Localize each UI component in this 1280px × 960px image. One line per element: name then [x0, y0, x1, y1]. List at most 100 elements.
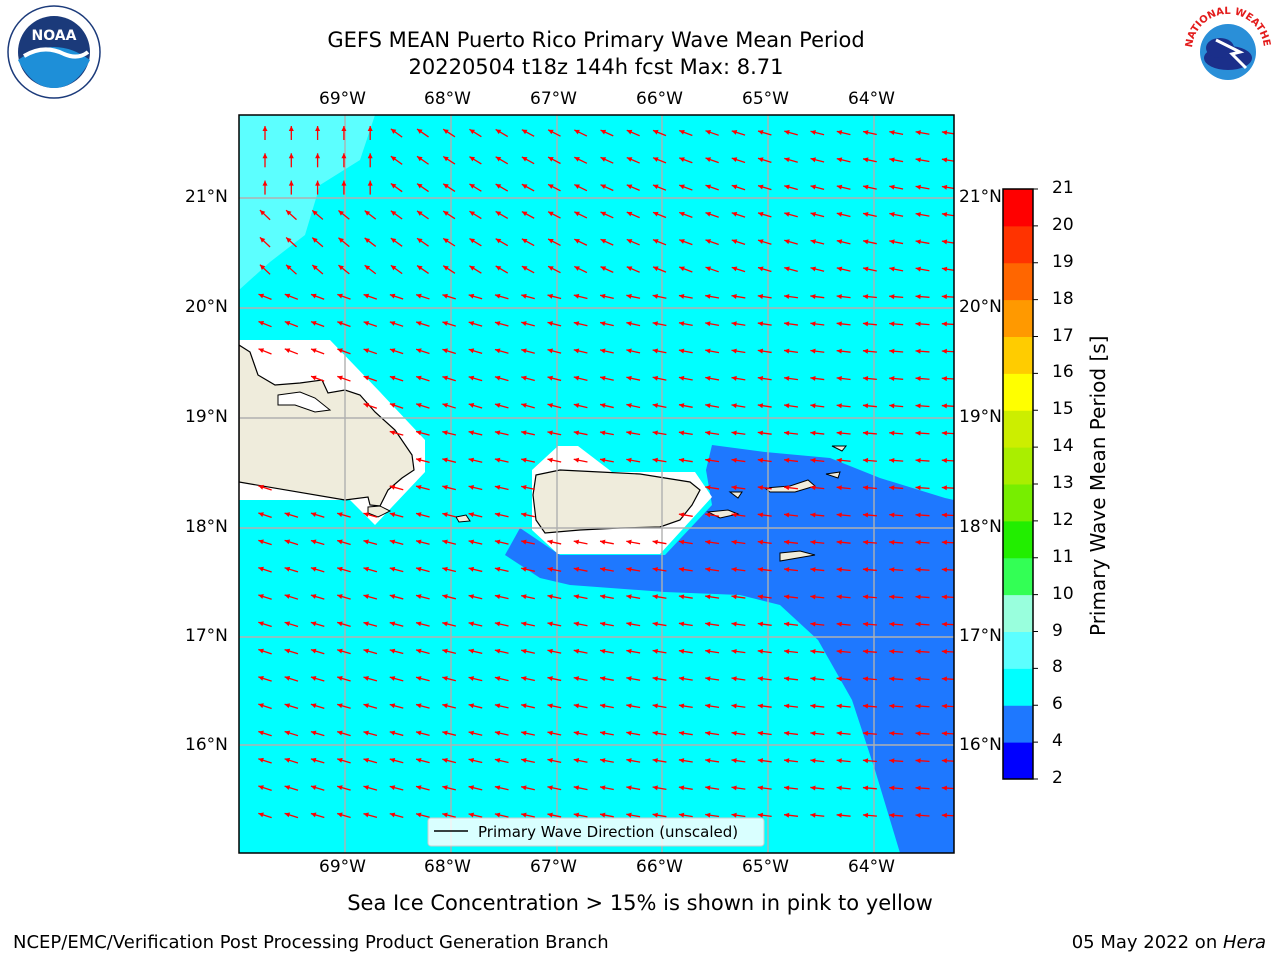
wave-vector-head	[337, 703, 343, 709]
wave-vector-head	[600, 703, 606, 709]
wave-vector-head	[288, 153, 294, 159]
wave-vector-head	[258, 539, 264, 545]
wave-vector-head	[941, 184, 948, 190]
wave-vector-head	[626, 375, 632, 381]
wave-vector-head	[494, 566, 501, 572]
wave-vector-head	[468, 485, 475, 490]
wave-vector-head	[915, 676, 921, 682]
wave-vector-head	[784, 621, 790, 627]
wave-vector-head	[600, 293, 606, 299]
colorbar-tick-label: 4	[1052, 731, 1063, 752]
wave-vector-head	[941, 649, 947, 655]
wave-vector-head	[836, 130, 843, 135]
wave-vector-head	[262, 126, 268, 131]
footer-date: 05 May 2022 on Hera	[1072, 932, 1266, 953]
wave-vector-head	[284, 676, 291, 681]
wave-vector-head	[757, 567, 764, 573]
wave-vector-head	[600, 539, 606, 545]
wave-vector-head	[416, 648, 422, 654]
wave-vector-head	[389, 402, 396, 408]
colorbar-segment	[1003, 299, 1033, 337]
wave-vector-head	[705, 239, 712, 244]
wave-vector-head	[416, 321, 422, 326]
wave-vector-head	[862, 730, 869, 736]
wave-vector-head	[363, 566, 369, 572]
wave-vector-head	[573, 621, 580, 627]
wave-vector-head	[810, 594, 816, 600]
wave-vector-head	[810, 785, 816, 791]
lat-label-left-20n: 20°N	[185, 297, 228, 317]
wave-vector-head	[784, 157, 790, 163]
wave-vector-head	[705, 430, 711, 436]
wave-vector-head	[836, 703, 842, 709]
wave-vector-head	[652, 703, 658, 709]
colorbar-tick-label: 6	[1052, 694, 1063, 715]
wave-vector-head	[810, 758, 816, 764]
wave-vector-head	[836, 730, 842, 736]
wave-vector-head	[731, 621, 737, 627]
vector-legend-text: Primary Wave Direction (unscaled)	[478, 823, 738, 841]
wave-vector-head	[442, 676, 448, 681]
hispaniola-land	[239, 344, 415, 507]
wave-direction-vectors	[258, 126, 954, 819]
colorbar-tick-label: 9	[1052, 620, 1063, 641]
wave-vector-head	[705, 129, 712, 135]
wave-vector-head	[547, 430, 553, 436]
wave-period-8to9-region	[239, 115, 375, 290]
wave-vector-head	[389, 430, 396, 436]
wave-vector-head	[941, 594, 947, 600]
wave-vector-head	[836, 512, 842, 518]
wave-vector-head	[494, 512, 501, 518]
wave-vector-head	[626, 539, 632, 545]
wave-vector-head	[889, 376, 895, 382]
wave-vector-head	[758, 157, 764, 163]
wave-vector-head	[416, 676, 422, 681]
wave-vector-head	[521, 184, 528, 189]
wave-vector-head	[889, 266, 895, 272]
wave-vector-head	[573, 457, 580, 463]
wave-vector-head	[757, 594, 764, 600]
wave-vector-head	[442, 457, 448, 463]
wave-vector-head	[889, 457, 895, 463]
footer-host: Hera	[1222, 932, 1266, 953]
wave-vector-head	[731, 430, 737, 436]
colorbar-tick-label: 11	[1052, 546, 1074, 567]
wave-vector-head	[862, 703, 869, 709]
wave-vector-head	[574, 211, 580, 217]
wave-vector-head	[784, 594, 790, 600]
wave-vector-head	[574, 266, 580, 271]
wave-vector-head	[889, 649, 895, 655]
wave-vector-head	[810, 512, 816, 518]
wave-vector-head	[284, 621, 291, 627]
wave-vector-head	[862, 512, 869, 518]
wave-vector-head	[626, 785, 632, 791]
wave-vector-head	[941, 212, 948, 218]
wave-vector-head	[731, 512, 737, 518]
wave-vector-head	[284, 812, 291, 818]
wave-vector-head	[521, 730, 527, 736]
wave-vector-head	[626, 430, 632, 436]
wave-vector-head	[547, 566, 553, 572]
wave-vector-head	[626, 676, 632, 682]
wave-vector-head	[915, 130, 921, 136]
wave-vector-head	[468, 676, 475, 681]
wave-vector-head	[705, 512, 711, 518]
lon-label-top-67w: 67°W	[530, 89, 577, 109]
wave-vector-head	[547, 539, 553, 545]
wave-vector-head	[389, 785, 396, 791]
wave-vector-head	[390, 238, 397, 244]
wave-vector-head	[547, 594, 553, 600]
wave-vector-head	[494, 403, 501, 408]
wave-vector-head	[757, 703, 764, 709]
wave-vector-head	[705, 457, 711, 463]
wave-vector-head	[521, 375, 527, 381]
wave-vector-head	[784, 567, 790, 573]
lat-label-left-16n: 16°N	[185, 735, 228, 755]
wave-vector-head	[705, 539, 711, 545]
wave-vector-head	[679, 211, 685, 217]
noaa-logo: NOAA	[7, 5, 101, 99]
wave-vector-head	[731, 785, 737, 791]
wave-vector-head	[338, 237, 344, 243]
wave-vector-head	[494, 730, 501, 736]
wave-vector-head	[258, 812, 264, 818]
